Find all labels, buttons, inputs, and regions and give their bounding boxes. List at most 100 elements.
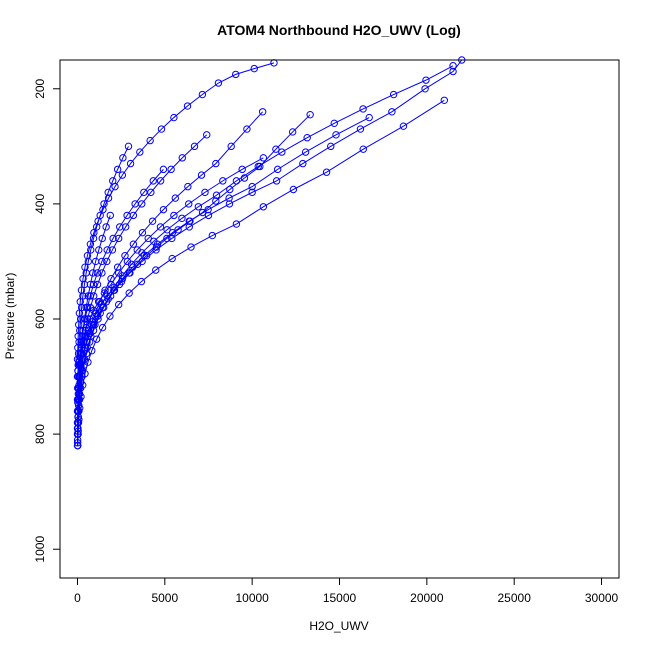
data-point [198,90,207,99]
data-point [88,346,96,355]
data-point [225,194,233,202]
data-point [137,277,146,286]
data-point [186,217,194,225]
data-point [84,292,92,300]
data-point [73,430,82,438]
series-11 [74,154,268,375]
data-point [273,165,282,174]
data-point [248,188,256,197]
data-point [136,148,144,156]
y-tick-label: 200 [33,78,47,98]
series-layer [73,56,466,450]
data-point [102,223,110,231]
data-point [93,280,102,289]
data-point [422,76,430,84]
series-line [76,146,129,400]
data-point [80,315,89,323]
data-point [114,300,123,309]
data-point [94,217,102,225]
data-point [214,79,223,87]
data-point [87,246,95,254]
data-point [149,177,157,185]
data-point [89,269,97,277]
data-point [198,208,207,217]
data-point [107,275,115,283]
data-point [322,168,331,176]
data-point [332,131,340,139]
data-point [449,67,457,76]
data-point [81,263,89,271]
data-point [98,323,107,332]
data-point [185,223,193,231]
data-point [174,226,182,234]
data-point [272,177,281,185]
data-point [116,223,124,231]
data-point [73,355,82,363]
data-point [330,119,338,128]
data-point [208,231,217,240]
data-point [212,191,221,199]
data-point [147,188,155,197]
data-point [232,220,241,228]
data-point [178,154,186,162]
data-point [243,125,251,133]
data-point [144,234,152,243]
data-point [238,165,246,174]
data-point [111,182,119,191]
data-point [449,62,457,70]
data-point [98,269,106,277]
data-point [125,269,133,277]
data-point [103,257,111,266]
data-point [108,246,117,254]
data-point [159,205,168,214]
data-point [365,113,373,122]
data-point [74,332,82,340]
data-point [399,122,408,130]
x-axis: 0 5000 10000 15000 20000 25000 30000 [74,577,619,605]
data-point [389,90,398,99]
data-point [187,243,195,251]
data-point [194,203,203,211]
data-point [95,246,103,254]
x-tick-label: 15000 [323,591,357,605]
data-point [98,234,106,243]
data-point [248,182,256,191]
data-point [183,102,192,110]
data-point [74,384,83,392]
data-point [119,154,127,162]
data-point [278,148,286,156]
y-axis: 200 400 600 800 1000 [33,78,61,563]
data-point [258,108,267,116]
data-point [203,131,211,139]
data-point [114,269,123,277]
y-tick-label: 1000 [33,536,47,563]
series-line [76,62,275,360]
data-point [131,200,139,208]
data-point [140,188,148,197]
data-point [156,223,165,231]
data-point [79,275,87,283]
data-point [152,266,160,274]
data-point [171,194,179,202]
y-tick-label: 400 [33,194,47,214]
data-point [133,246,141,254]
data-point [201,188,209,197]
data-point [163,234,171,243]
y-axis-label: Pressure (mbar) [3,273,17,360]
data-point [138,228,147,237]
data-point [359,145,367,153]
data-point [170,113,178,122]
data-point [204,205,212,214]
data-point [74,321,83,329]
data-point [226,185,234,194]
data-point [272,145,280,153]
data-point [219,177,227,185]
data-point [327,142,335,151]
data-point [76,298,84,306]
data-point [306,110,314,119]
data-point [107,280,115,289]
data-point [93,269,102,277]
data-point [299,159,307,168]
data-point [124,142,133,151]
